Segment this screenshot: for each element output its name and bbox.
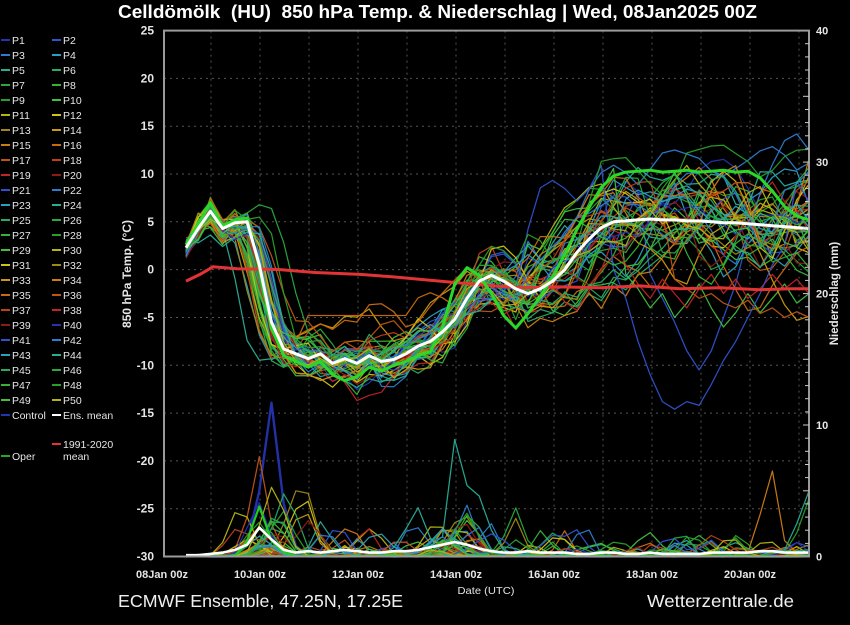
svg-text:P25: P25 — [12, 215, 31, 227]
svg-text:P18: P18 — [63, 155, 82, 167]
svg-text:30: 30 — [816, 157, 828, 169]
svg-text:P4: P4 — [63, 50, 76, 62]
svg-text:P40: P40 — [63, 320, 82, 332]
svg-text:P14: P14 — [63, 125, 82, 137]
svg-text:P26: P26 — [63, 215, 82, 227]
svg-text:ECMWF Ensemble, 47.25N, 17.25E: ECMWF Ensemble, 47.25N, 17.25E — [118, 591, 403, 611]
svg-text:-30: -30 — [137, 550, 155, 564]
svg-text:P9: P9 — [12, 95, 25, 107]
svg-text:P1: P1 — [12, 35, 25, 47]
svg-text:Ens. mean: Ens. mean — [63, 410, 113, 422]
svg-text:20: 20 — [816, 289, 828, 301]
svg-text:P33: P33 — [12, 275, 31, 287]
svg-text:10: 10 — [141, 167, 155, 181]
svg-text:15: 15 — [141, 119, 155, 133]
svg-text:-10: -10 — [137, 358, 155, 372]
svg-text:P15: P15 — [12, 140, 31, 152]
svg-text:P28: P28 — [63, 230, 82, 242]
svg-text:P23: P23 — [12, 200, 31, 212]
svg-text:P12: P12 — [63, 110, 82, 122]
svg-text:-5: -5 — [143, 310, 154, 324]
svg-text:P27: P27 — [12, 230, 31, 242]
svg-text:-20: -20 — [137, 454, 155, 468]
svg-text:10Jan 00z: 10Jan 00z — [234, 569, 286, 581]
svg-text:14Jan 00z: 14Jan 00z — [430, 569, 482, 581]
svg-text:Date (UTC): Date (UTC) — [458, 585, 515, 597]
svg-text:P19: P19 — [12, 170, 31, 182]
svg-text:12Jan 00z: 12Jan 00z — [332, 569, 384, 581]
svg-text:P42: P42 — [63, 335, 82, 347]
svg-text:Celldömölk (HU) 850 hPa Temp: Celldömölk (HU) 850 hPa Temp. & Niedersc… — [118, 1, 757, 22]
svg-text:20Jan 00z: 20Jan 00z — [724, 569, 776, 581]
svg-text:P49: P49 — [12, 395, 31, 407]
svg-text:Niederschlag (mm): Niederschlag (mm) — [829, 242, 841, 346]
svg-text:P47: P47 — [12, 380, 31, 392]
svg-text:P7: P7 — [12, 80, 25, 92]
svg-text:Oper: Oper — [12, 451, 36, 463]
svg-text:25: 25 — [141, 24, 155, 38]
svg-text:P10: P10 — [63, 95, 82, 107]
svg-text:5: 5 — [147, 215, 154, 229]
svg-text:850 hPa Temp. (°C): 850 hPa Temp. (°C) — [120, 220, 134, 328]
svg-text:P2: P2 — [63, 35, 76, 47]
svg-text:P22: P22 — [63, 185, 82, 197]
svg-text:P21: P21 — [12, 185, 31, 197]
svg-text:mean: mean — [63, 451, 89, 463]
svg-text:P35: P35 — [12, 290, 31, 302]
svg-text:P39: P39 — [12, 320, 31, 332]
svg-text:10: 10 — [816, 420, 828, 432]
svg-text:P34: P34 — [63, 275, 82, 287]
svg-text:P45: P45 — [12, 365, 31, 377]
svg-text:P30: P30 — [63, 245, 82, 257]
svg-text:P3: P3 — [12, 50, 25, 62]
svg-text:16Jan 00z: 16Jan 00z — [528, 569, 580, 581]
svg-text:-25: -25 — [137, 502, 155, 516]
svg-text:P16: P16 — [63, 140, 82, 152]
svg-text:Wetterzentrale.de: Wetterzentrale.de — [647, 591, 794, 611]
svg-text:20: 20 — [141, 71, 155, 85]
svg-text:P11: P11 — [12, 110, 30, 122]
svg-text:P50: P50 — [63, 395, 82, 407]
svg-text:P37: P37 — [12, 305, 31, 317]
svg-text:P46: P46 — [63, 365, 82, 377]
svg-text:18Jan 00z: 18Jan 00z — [626, 569, 678, 581]
svg-text:08Jan 00z: 08Jan 00z — [136, 569, 188, 581]
svg-text:P24: P24 — [63, 200, 82, 212]
svg-text:40: 40 — [816, 26, 828, 38]
svg-text:1991-2020: 1991-2020 — [63, 439, 113, 451]
svg-text:P41: P41 — [12, 335, 31, 347]
svg-text:P38: P38 — [63, 305, 82, 317]
svg-text:P43: P43 — [12, 350, 31, 362]
svg-text:Control: Control — [12, 410, 46, 422]
svg-text:P44: P44 — [63, 350, 82, 362]
svg-text:P29: P29 — [12, 245, 31, 257]
svg-text:P31: P31 — [12, 260, 31, 272]
svg-text:P48: P48 — [63, 380, 82, 392]
svg-text:P36: P36 — [63, 290, 82, 302]
svg-text:P8: P8 — [63, 80, 76, 92]
svg-text:0: 0 — [816, 552, 822, 564]
svg-text:P6: P6 — [63, 65, 76, 77]
svg-text:-15: -15 — [137, 406, 155, 420]
svg-text:P20: P20 — [63, 170, 82, 182]
svg-text:P13: P13 — [12, 125, 31, 137]
svg-text:P32: P32 — [63, 260, 82, 272]
svg-text:0: 0 — [147, 263, 154, 277]
svg-text:P17: P17 — [12, 155, 31, 167]
svg-text:P5: P5 — [12, 65, 25, 77]
